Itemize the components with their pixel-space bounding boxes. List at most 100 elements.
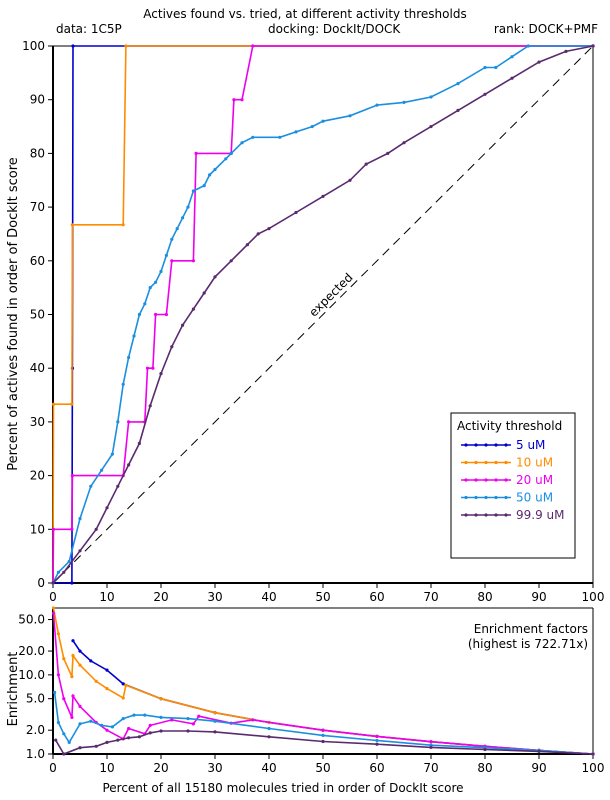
main-x-tick-label: 30 bbox=[207, 590, 222, 604]
main-y-tick-label: 60 bbox=[30, 254, 45, 268]
main-point-50-um bbox=[456, 82, 460, 86]
enrich-point-99-9-um bbox=[267, 735, 271, 739]
legend-marker-20-um bbox=[484, 478, 488, 482]
main-point-99-9-um bbox=[267, 227, 271, 231]
legend-title: Activity threshold bbox=[457, 419, 562, 433]
enrich-point-20-um bbox=[56, 673, 61, 677]
main-point-50-um bbox=[121, 382, 125, 386]
enrich-x-tick-label: 50 bbox=[315, 761, 330, 775]
main-point-50-um bbox=[116, 420, 120, 424]
enrich-point-50-um bbox=[267, 726, 271, 731]
main-point-99-9-um bbox=[213, 275, 217, 279]
main-x-tick-label: 50 bbox=[315, 590, 330, 604]
main-point-20-um bbox=[127, 420, 131, 424]
enrich-point-20-um bbox=[71, 694, 75, 698]
main-point-99-9-um bbox=[321, 194, 325, 198]
enrich-point-50-um bbox=[110, 725, 114, 729]
enrich-x-tick-label: 70 bbox=[423, 761, 438, 775]
legend-marker-10-um bbox=[464, 460, 468, 465]
enrich-point-50-um bbox=[62, 732, 66, 736]
main-point-99-9-um bbox=[483, 92, 487, 96]
main-plot: 0 10 20 30 40 50 60 70 80 90 100 0 10 20 30 40 50 60 70 80… bbox=[6, 39, 604, 604]
main-series-99-9-um bbox=[52, 45, 594, 584]
enrich-point-20-um bbox=[78, 704, 82, 709]
x-axis-label: Percent of all 15180 molecules tried in … bbox=[102, 781, 463, 795]
enrich-x-tick-label: 100 bbox=[582, 761, 605, 775]
enrich-x-tick-label: 10 bbox=[99, 761, 114, 775]
enrich-point-5-um bbox=[71, 639, 75, 643]
main-point-99-9-um bbox=[537, 60, 541, 64]
enrich-point-10-um bbox=[56, 632, 61, 636]
enrich-point-20-um bbox=[62, 697, 66, 701]
enrich-point-50-um bbox=[159, 715, 163, 720]
enrich-point-5-um bbox=[89, 659, 93, 663]
enrich-point-20-um bbox=[251, 718, 255, 722]
enrich-point-20-um bbox=[127, 726, 131, 731]
main-point-50-um bbox=[402, 100, 406, 104]
enrich-point-99-9-um bbox=[116, 738, 120, 742]
enrich-point-99-9-um bbox=[105, 740, 109, 745]
main-point-99-9-um bbox=[402, 141, 406, 145]
enrich-point-10-um bbox=[124, 683, 128, 687]
main-point-50-um bbox=[483, 65, 487, 70]
main-point-50-um bbox=[110, 452, 114, 456]
enrich-point-20-um bbox=[429, 740, 433, 744]
main-point-20-um bbox=[151, 366, 155, 370]
main-point-99-9-um bbox=[51, 581, 55, 585]
main-point-50-um bbox=[202, 184, 206, 188]
main-point-99-9-um bbox=[127, 463, 131, 467]
enrich-point-10-um bbox=[70, 675, 74, 679]
legend-marker-5-um bbox=[504, 443, 508, 447]
enrich-point-10-um bbox=[51, 606, 56, 610]
legend-marker-50-um bbox=[464, 495, 468, 500]
main-point-50-um bbox=[278, 135, 282, 139]
enrich-point-99-9-um bbox=[213, 730, 217, 734]
main-y-ticks: 0 10 20 30 40 50 60 70 80 90 100 bbox=[22, 39, 53, 590]
main-x-tick-label: 0 bbox=[49, 590, 57, 604]
main-point-20-um bbox=[154, 312, 158, 317]
enrich-point-10-um bbox=[121, 696, 125, 700]
legend-marker-10-um bbox=[474, 460, 478, 465]
main-point-5-um bbox=[70, 581, 74, 585]
enrich-point-50-um bbox=[186, 717, 190, 721]
main-x-tick-label: 10 bbox=[99, 590, 114, 604]
main-point-99-9-um bbox=[191, 307, 195, 311]
main-point-50-um bbox=[154, 280, 158, 284]
enrich-series-50-um bbox=[53, 692, 594, 755]
enrich-point-10-um bbox=[62, 657, 66, 661]
enrich-point-50-um bbox=[67, 740, 71, 745]
docking-label: docking: DockIt/DOCK bbox=[268, 22, 401, 36]
enrich-point-50-um bbox=[78, 722, 82, 726]
legend-marker-50-um bbox=[494, 495, 498, 500]
enrich-point-20-um bbox=[51, 611, 56, 615]
main-x-tick-label: 80 bbox=[477, 590, 492, 604]
main-y-tick-label: 20 bbox=[30, 469, 45, 483]
main-point-50-um bbox=[208, 173, 212, 177]
enrich-point-20-um bbox=[197, 714, 201, 718]
main-point-50-um bbox=[191, 189, 195, 193]
main-point-50-um bbox=[294, 130, 298, 134]
legend-label-10-um: 10 uM bbox=[516, 456, 553, 470]
main-point-10-um bbox=[70, 402, 74, 406]
legend-label-20-um: 20 uM bbox=[516, 473, 553, 487]
main-point-50-um bbox=[100, 468, 104, 472]
enrich-point-99-9-um bbox=[375, 742, 379, 746]
enrich-point-20-um bbox=[105, 728, 109, 732]
enrich-y-ticks: 1.0 2.0 5.0 10.0 20.0 50.0 bbox=[18, 613, 53, 761]
enrich-x-tick-label: 80 bbox=[477, 761, 492, 775]
enrich-point-50-um bbox=[56, 720, 61, 725]
enrich-y-tick-label: 5.0 bbox=[26, 692, 45, 706]
main-point-20-um bbox=[70, 474, 74, 478]
enrich-point-50-um bbox=[375, 738, 379, 743]
main-x-tick-label: 90 bbox=[531, 590, 546, 604]
enrich-point-99-9-um bbox=[137, 735, 141, 739]
enrich-point-10-um bbox=[94, 679, 98, 683]
main-point-99-9-um bbox=[148, 404, 152, 408]
main-point-99-9-um bbox=[245, 243, 249, 247]
main-point-99-9-um bbox=[159, 372, 163, 376]
enrich-point-99-9-um bbox=[321, 739, 325, 744]
enrich-y-tick-label: 20.0 bbox=[18, 644, 45, 658]
enrich-point-50-um bbox=[143, 713, 147, 717]
main-point-5-um bbox=[71, 44, 75, 48]
data-label: data: 1C5P bbox=[56, 22, 122, 36]
